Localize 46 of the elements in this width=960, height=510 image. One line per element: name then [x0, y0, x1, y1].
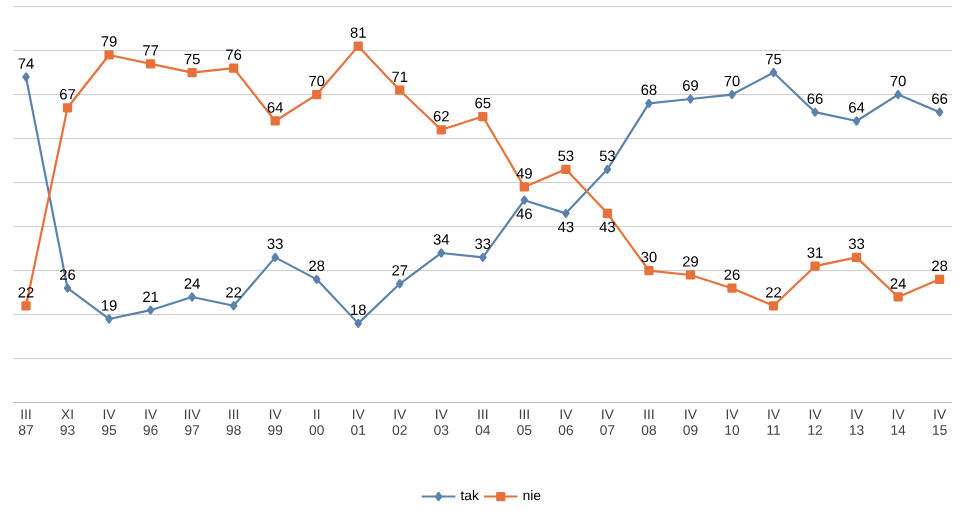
point [354, 318, 362, 328]
point [727, 283, 737, 293]
point [271, 252, 279, 262]
point [686, 93, 695, 104]
point [187, 67, 197, 77]
point [478, 111, 488, 121]
point [229, 63, 239, 73]
point [353, 41, 363, 51]
point [769, 67, 778, 77]
point [105, 313, 113, 324]
point [146, 305, 155, 315]
point [602, 208, 613, 218]
point [22, 71, 30, 82]
point [852, 115, 861, 126]
point [436, 124, 446, 134]
point [894, 89, 902, 99]
point [851, 252, 862, 262]
point [188, 291, 196, 302]
point [644, 265, 654, 275]
point [145, 58, 156, 68]
point [685, 269, 696, 280]
point [810, 261, 820, 271]
point [270, 115, 280, 126]
point [893, 291, 903, 302]
point [63, 283, 72, 293]
point [229, 300, 238, 310]
point [312, 89, 322, 99]
point [562, 208, 570, 218]
point [561, 164, 571, 174]
point [768, 300, 779, 310]
point [479, 252, 487, 262]
point [312, 274, 321, 284]
point [603, 164, 612, 174]
point [935, 107, 944, 117]
point [811, 107, 819, 117]
point [520, 195, 529, 205]
point [934, 274, 945, 284]
point [395, 85, 405, 95]
point [396, 278, 404, 288]
point [21, 300, 31, 310]
point [728, 89, 736, 99]
point [645, 98, 653, 108]
point [519, 181, 529, 192]
point [104, 49, 114, 60]
point [437, 247, 446, 258]
point [62, 102, 73, 112]
